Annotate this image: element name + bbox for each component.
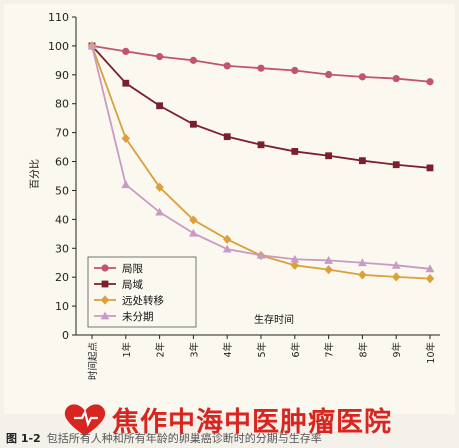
data-point [392, 74, 400, 83]
data-point [87, 41, 97, 50]
legend-marker [100, 311, 110, 320]
x-tick-label: 1年 [121, 342, 133, 358]
y-tick-label: 0 [62, 329, 69, 342]
data-point [257, 141, 265, 149]
data-point [325, 152, 332, 160]
hospital-watermark: 焦作中海中医肿瘤医院 [60, 400, 455, 440]
x-tick-label: 4年 [222, 342, 234, 358]
legend-label: 未分期 [122, 311, 154, 323]
series-line [91, 45, 431, 83]
data-point [358, 258, 367, 267]
data-point [156, 53, 164, 61]
data-point [256, 250, 266, 259]
data-point [121, 180, 131, 189]
x-tick-label: 5年 [256, 342, 268, 358]
line-chart: 0 10 20 30 40 50 60 70 80 90 100 110 时间起点 1年 2年 3年 4年 5年 6… [29, 11, 440, 381]
data-point [425, 264, 435, 273]
data-point [190, 120, 197, 128]
data-point [426, 78, 434, 86]
data-point [189, 228, 198, 237]
x-tick-label: 2年 [155, 342, 167, 358]
x-axis-title: 生存时间 [254, 313, 294, 326]
y-tick-label: 80 [55, 98, 69, 111]
data-point [257, 64, 265, 72]
data-point [122, 79, 130, 87]
data-point [156, 102, 163, 110]
data-point [291, 148, 299, 155]
data-point [324, 256, 333, 264]
y-axis-title: 百分比 [29, 159, 41, 189]
x-tick-label: 9年 [391, 342, 403, 358]
data-point [425, 274, 435, 284]
x-tick-label: 3年 [188, 342, 200, 358]
data-point [222, 244, 232, 253]
legend-label: 远处转移 [122, 294, 164, 307]
data-point [223, 62, 231, 70]
data-point [122, 47, 130, 56]
data-point [324, 265, 333, 275]
legend-label: 局限 [122, 263, 143, 275]
legend-marker [101, 280, 109, 288]
data-point [189, 56, 197, 64]
data-point [325, 70, 333, 79]
legend-marker [100, 295, 110, 305]
x-tick-label: 6年 [290, 342, 302, 358]
data-point [291, 66, 299, 75]
y-tick-label: 110 [48, 11, 69, 24]
caption-text: 包括所有人种和所有年龄的卵巢癌诊断时的分期与生存率 [46, 432, 322, 445]
data-point [391, 260, 401, 269]
data-point [223, 133, 231, 141]
legend-marker [101, 264, 109, 272]
y-tick-label: 90 [55, 69, 69, 82]
y-tick-label: 20 [55, 271, 69, 284]
data-point [189, 215, 198, 225]
series-line [91, 45, 431, 169]
y-tick-label: 50 [55, 184, 69, 197]
x-tick-label: 时间起点 [87, 342, 99, 381]
data-point [392, 161, 400, 169]
data-point [392, 272, 401, 282]
data-point [290, 254, 300, 263]
data-point [358, 73, 366, 81]
data-point [155, 182, 164, 192]
legend-label: 局域 [122, 278, 143, 291]
watermark-text: 焦作中海中医肿瘤医院 [112, 407, 392, 438]
y-tick-label: 40 [55, 213, 69, 226]
data-point [426, 164, 434, 172]
x-tick-label: 8年 [357, 342, 369, 358]
data-point [155, 207, 164, 216]
y-tick-label: 60 [55, 156, 69, 169]
y-tick-label: 70 [55, 127, 69, 140]
x-tick-label: 7年 [324, 342, 336, 358]
y-tick-label: 100 [48, 40, 69, 53]
chart-area: 0 10 20 30 40 50 60 70 80 90 100 110 时间起点 1年 2年 3年 4年 5年 6… [4, 4, 455, 414]
figure-caption: 图 1-2 包括所有人种和所有年龄的卵巢癌诊断时的分期与生存率 [6, 430, 322, 446]
data-point [290, 260, 299, 270]
y-tick-label: 10 [55, 300, 69, 313]
heart-logo-icon [64, 404, 106, 436]
data-point [121, 133, 130, 144]
data-point [359, 157, 366, 165]
y-tick-label: 30 [55, 242, 69, 255]
data-point [223, 234, 232, 244]
series-line [91, 45, 431, 270]
x-tick-label: 10年 [425, 342, 437, 364]
caption-number: 图 1-2 [6, 432, 41, 445]
data-point [358, 270, 367, 280]
